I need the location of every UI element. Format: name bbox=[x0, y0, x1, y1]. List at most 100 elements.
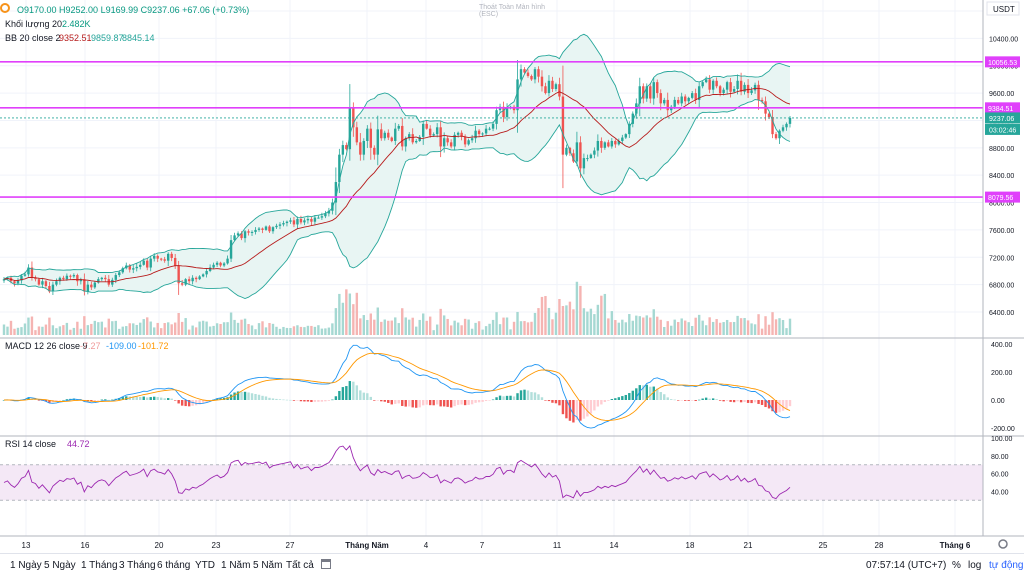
time-axis[interactable]: 13 16 20 23 27 Tháng Năm 4 7 11 14 18 21 25 28 Tháng 6 bbox=[22, 539, 1008, 550]
candle-body[interactable] bbox=[201, 274, 205, 277]
candle-body[interactable] bbox=[656, 82, 659, 94]
candle-body[interactable] bbox=[355, 127, 359, 143]
candle-body[interactable] bbox=[673, 99, 676, 107]
calendar-icon[interactable] bbox=[321, 559, 331, 569]
candle-body[interactable] bbox=[677, 99, 680, 104]
candle-body[interactable] bbox=[156, 255, 159, 259]
candle-body[interactable] bbox=[387, 132, 390, 138]
candle-body[interactable] bbox=[415, 140, 418, 143]
candle-body[interactable] bbox=[48, 286, 51, 292]
candle-body[interactable] bbox=[523, 69, 526, 73]
candle-body[interactable] bbox=[226, 258, 229, 264]
candle-body[interactable] bbox=[191, 277, 194, 282]
candle-body[interactable] bbox=[320, 216, 324, 218]
candle-body[interactable] bbox=[338, 154, 341, 183]
candle-body[interactable] bbox=[285, 221, 289, 224]
candle-body[interactable] bbox=[275, 225, 278, 228]
price-axis[interactable]: 10800.0010400.0010000.009600.009200.0088… bbox=[0, 0, 1024, 537]
candle-body[interactable] bbox=[296, 218, 299, 225]
level-price-tag[interactable] bbox=[985, 191, 1020, 203]
candle-body[interactable] bbox=[390, 137, 393, 141]
level-price-tag[interactable] bbox=[985, 102, 1020, 114]
candle-body[interactable] bbox=[684, 96, 687, 102]
candle-body[interactable] bbox=[701, 82, 704, 87]
candle-body[interactable] bbox=[177, 265, 180, 284]
candle-body[interactable] bbox=[373, 147, 376, 155]
candle-body[interactable] bbox=[767, 113, 771, 118]
candle-body[interactable] bbox=[544, 86, 547, 94]
candle-body[interactable] bbox=[198, 276, 201, 280]
candle-body[interactable] bbox=[97, 279, 100, 283]
candle-body[interactable] bbox=[422, 123, 425, 137]
candle-body[interactable] bbox=[111, 279, 114, 285]
candle-body[interactable] bbox=[261, 228, 264, 230]
candle-body[interactable] bbox=[86, 284, 90, 292]
candle-body[interactable] bbox=[37, 279, 41, 285]
currency-badge[interactable] bbox=[986, 1, 1020, 16]
candle-body[interactable] bbox=[383, 132, 386, 139]
candle-body[interactable] bbox=[271, 227, 275, 232]
candle-body[interactable] bbox=[572, 153, 575, 162]
candle-body[interactable] bbox=[268, 226, 271, 232]
candle-body[interactable] bbox=[753, 84, 757, 91]
candle-body[interactable] bbox=[690, 93, 694, 98]
range-3m-button[interactable]: 3 Tháng bbox=[119, 560, 156, 571]
candle-body[interactable] bbox=[100, 277, 104, 280]
candle-body[interactable] bbox=[488, 128, 491, 130]
candle-body[interactable] bbox=[282, 223, 285, 225]
candle-body[interactable] bbox=[456, 132, 460, 135]
candle-body[interactable] bbox=[537, 69, 540, 77]
candle-body[interactable] bbox=[788, 117, 792, 124]
candle-body[interactable] bbox=[247, 231, 250, 233]
candle-body[interactable] bbox=[149, 258, 152, 268]
candle-body[interactable] bbox=[13, 281, 16, 284]
candle-body[interactable] bbox=[739, 80, 743, 92]
candle-body[interactable] bbox=[470, 138, 474, 141]
range-1d-button[interactable]: 1 Ngày bbox=[10, 560, 42, 571]
candle-body[interactable] bbox=[243, 231, 247, 239]
candle-body[interactable] bbox=[306, 218, 310, 221]
candle-body[interactable] bbox=[317, 217, 320, 219]
candle-body[interactable] bbox=[628, 123, 631, 135]
candle-body[interactable] bbox=[453, 134, 456, 147]
candle-body[interactable] bbox=[474, 130, 477, 139]
candle-body[interactable] bbox=[20, 275, 23, 281]
range-5d-button[interactable]: 5 Ngày bbox=[44, 560, 76, 571]
candle-body[interactable] bbox=[93, 282, 97, 288]
candle-body[interactable] bbox=[638, 86, 641, 104]
candle-body[interactable] bbox=[250, 231, 254, 233]
candle-body[interactable] bbox=[663, 99, 666, 104]
range-1y-button[interactable]: 1 Năm bbox=[221, 560, 251, 571]
candle-body[interactable] bbox=[278, 224, 282, 226]
candle-body[interactable] bbox=[484, 128, 488, 134]
candle-body[interactable] bbox=[516, 79, 519, 111]
candle-body[interactable] bbox=[34, 277, 37, 280]
candle-body[interactable] bbox=[530, 75, 533, 80]
candle-body[interactable] bbox=[408, 134, 411, 139]
candle-body[interactable] bbox=[519, 69, 523, 80]
candle-body[interactable] bbox=[736, 80, 739, 89]
candle-body[interactable] bbox=[467, 140, 470, 145]
clock-readout[interactable]: 07:57:14 (UTC+7) bbox=[866, 560, 947, 571]
candle-body[interactable] bbox=[586, 158, 589, 160]
candle-body[interactable] bbox=[439, 127, 442, 147]
candle-body[interactable] bbox=[610, 140, 614, 147]
candle-body[interactable] bbox=[236, 233, 240, 236]
candle-body[interactable] bbox=[187, 279, 191, 282]
candle-body[interactable] bbox=[16, 280, 20, 284]
candle-body[interactable] bbox=[481, 133, 484, 135]
candle-body[interactable] bbox=[83, 279, 86, 292]
candle-body[interactable] bbox=[23, 274, 27, 276]
candle-body[interactable] bbox=[495, 110, 498, 124]
horizontal-levels[interactable] bbox=[0, 61, 983, 198]
candle-body[interactable] bbox=[394, 128, 397, 141]
candle-body[interactable] bbox=[313, 217, 317, 222]
candle-body[interactable] bbox=[624, 134, 628, 138]
candle-body[interactable] bbox=[173, 257, 177, 266]
candle-body[interactable] bbox=[750, 90, 753, 94]
candle-body[interactable] bbox=[30, 267, 34, 278]
candle-body[interactable] bbox=[697, 86, 701, 100]
candle-body[interactable] bbox=[743, 84, 746, 92]
candle-body[interactable] bbox=[76, 275, 79, 282]
candle-body[interactable] bbox=[58, 277, 62, 282]
